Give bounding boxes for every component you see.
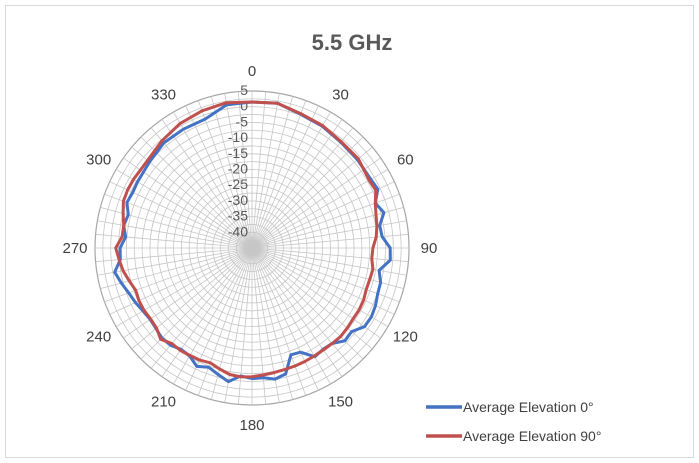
- radial-tick-label: -30: [228, 192, 248, 208]
- grid-spoke: [251, 111, 331, 249]
- angular-tick-label: 90: [421, 240, 438, 257]
- grid-spoke: [251, 247, 331, 385]
- angular-tick-label: 210: [151, 393, 176, 410]
- grid-spoke: [251, 247, 381, 339]
- series-group: [113, 100, 392, 384]
- legend-label-2: Average Elevation 90°: [463, 428, 601, 444]
- grid-spoke: [251, 206, 404, 249]
- grid-spoke: [109, 247, 253, 315]
- grid-spoke: [251, 91, 267, 249]
- angular-tick-label: 330: [151, 87, 176, 104]
- grid-spoke: [251, 247, 400, 303]
- radial-tick-label: 5: [240, 82, 248, 98]
- grid-spoke: [251, 169, 389, 249]
- radial-tick-labels: 50-5-10-15-20-25-30-35-40: [228, 82, 248, 239]
- grid-spoke: [131, 146, 253, 249]
- angular-tick-label: 300: [86, 152, 111, 169]
- chart-area: 5.5 GHz 5 0 -5 -10 -15 -20 -25 -30 -35 -40 0 30 60 9…: [5, 5, 694, 458]
- angular-tick-labels: 0 30 60 90 120 150 180 210 240 270 300 330: [62, 63, 437, 434]
- polar-chart: 5.5 GHz 50-5-10-15-20-25-30-35-40 030609…: [62, 30, 601, 444]
- angular-tick-label: 120: [393, 329, 418, 346]
- angular-tick-label: 30: [332, 87, 349, 104]
- grid-spoke: [197, 247, 253, 396]
- grid-spoke: [251, 136, 364, 249]
- grid-spoke: [173, 111, 253, 249]
- grid-spoke: [100, 206, 253, 249]
- grid-spoke: [251, 247, 389, 327]
- grid-spoke: [197, 100, 253, 249]
- grid-spoke: [251, 96, 294, 249]
- grid-spoke: [251, 100, 307, 249]
- grid-spoke: [237, 91, 253, 249]
- angular-tick-label: 270: [62, 240, 87, 257]
- grid-spoke: [161, 247, 253, 377]
- grid-spoke: [123, 247, 253, 339]
- grid-spoke: [251, 247, 354, 369]
- grid-spoke: [150, 127, 253, 249]
- angular-tick-label: 150: [328, 393, 353, 410]
- grid-spoke: [251, 247, 404, 290]
- grid-spoke: [251, 146, 373, 249]
- radial-tick-label: -5: [236, 113, 249, 129]
- grid-spoke: [150, 247, 253, 369]
- radial-tick-label: 0: [240, 98, 248, 114]
- grid-spoke: [140, 247, 253, 360]
- grid-spoke: [100, 247, 253, 290]
- grid-spoke: [173, 247, 253, 385]
- grid-spoke: [251, 247, 395, 315]
- grid-spoke: [251, 247, 343, 377]
- grid-spoke: [251, 93, 280, 249]
- radial-tick-label: -15: [228, 145, 248, 161]
- polar-grid: [94, 90, 410, 406]
- grid-spoke: [104, 193, 253, 249]
- legend: Average Elevation 0° Average Elevation 90…: [426, 399, 601, 444]
- grid-spoke: [115, 247, 253, 327]
- angular-tick-label: 0: [248, 63, 256, 80]
- grid-spoke: [251, 119, 343, 249]
- radial-tick-label: -40: [228, 223, 248, 239]
- grid-spoke: [251, 247, 280, 403]
- grid-spoke: [224, 93, 253, 249]
- grid-spoke: [161, 119, 253, 249]
- legend-label-1: Average Elevation 0°: [463, 399, 594, 415]
- grid-spoke: [251, 105, 319, 249]
- angular-tick-label: 180: [239, 417, 264, 434]
- series-line-2: [114, 100, 379, 379]
- radial-tick-label: -25: [228, 176, 248, 192]
- grid-spoke: [224, 247, 253, 403]
- chart-title: 5.5 GHz: [312, 30, 393, 55]
- grid-spoke: [251, 247, 307, 396]
- radial-tick-label: -10: [228, 129, 248, 145]
- grid-spoke: [123, 157, 253, 249]
- grid-spoke: [131, 247, 253, 350]
- grid-spoke: [251, 247, 409, 263]
- grid-spoke: [251, 181, 395, 249]
- radial-tick-label: -20: [228, 161, 248, 177]
- radial-tick-label: -35: [228, 208, 248, 224]
- angular-tick-label: 240: [86, 329, 111, 346]
- angular-tick-label: 60: [397, 152, 414, 169]
- grid-spoke: [210, 96, 253, 249]
- grid-spoke: [140, 136, 253, 249]
- grid-spoke: [185, 105, 253, 249]
- grid-spoke: [251, 157, 381, 249]
- grid-spoke: [251, 247, 319, 391]
- grid-spoke: [251, 127, 354, 249]
